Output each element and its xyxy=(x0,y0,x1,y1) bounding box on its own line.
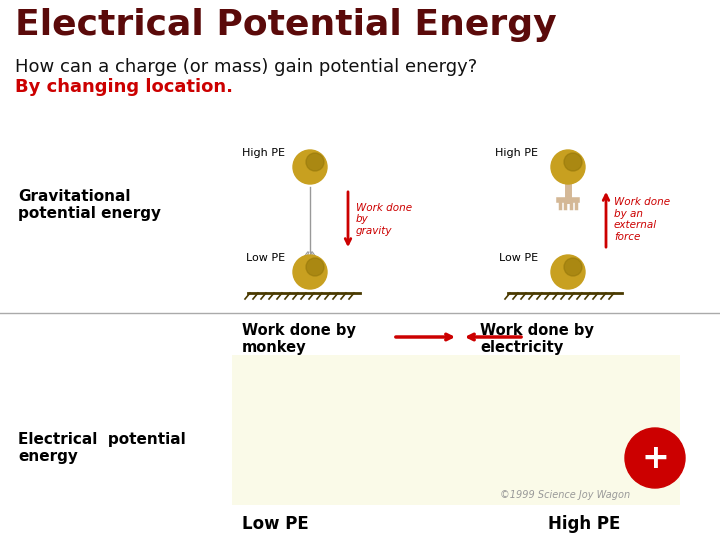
Text: Work done
by
gravity: Work done by gravity xyxy=(356,203,412,236)
Text: +: + xyxy=(641,442,669,475)
Circle shape xyxy=(293,255,327,289)
Text: Work done
by an
external
force: Work done by an external force xyxy=(614,197,670,242)
Circle shape xyxy=(306,258,324,276)
Text: High PE: High PE xyxy=(242,148,285,158)
Text: High PE: High PE xyxy=(495,148,538,158)
FancyBboxPatch shape xyxy=(232,355,680,505)
Circle shape xyxy=(551,255,585,289)
Text: Low PE: Low PE xyxy=(246,253,285,263)
Text: By changing location.: By changing location. xyxy=(15,78,233,96)
Text: How can a charge (or mass) gain potential energy?: How can a charge (or mass) gain potentia… xyxy=(15,58,477,76)
Circle shape xyxy=(306,153,324,171)
Text: Low PE: Low PE xyxy=(242,515,309,533)
Circle shape xyxy=(551,150,585,184)
Text: Electrical  potential
energy: Electrical potential energy xyxy=(18,432,186,464)
Circle shape xyxy=(293,150,327,184)
Circle shape xyxy=(564,258,582,276)
Text: ©1999 Science Joy Wagon: ©1999 Science Joy Wagon xyxy=(500,490,630,500)
Text: Low PE: Low PE xyxy=(499,253,538,263)
Circle shape xyxy=(625,428,685,488)
Circle shape xyxy=(564,153,582,171)
Text: Electrical Potential Energy: Electrical Potential Energy xyxy=(15,8,557,42)
Text: Gravitational
potential energy: Gravitational potential energy xyxy=(18,189,161,221)
Text: Work done by
monkey: Work done by monkey xyxy=(242,323,356,355)
Text: Work done by
electricity: Work done by electricity xyxy=(480,323,594,355)
Text: High PE: High PE xyxy=(548,515,621,533)
